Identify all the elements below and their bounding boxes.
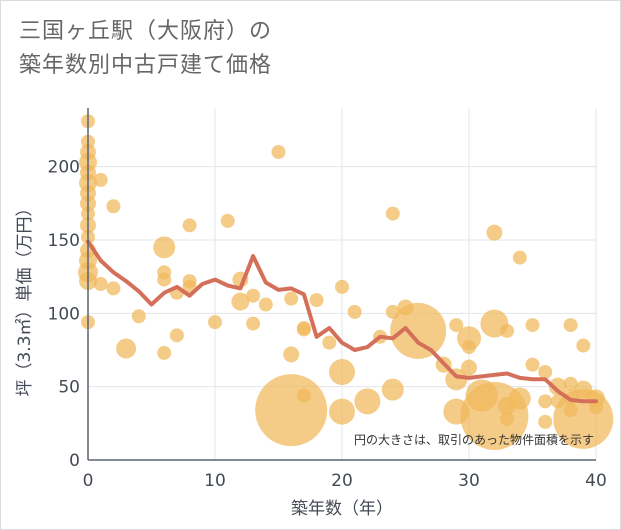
bubble-point: [381, 378, 404, 401]
bubble-point: [258, 297, 273, 312]
bubble-point: [449, 318, 464, 333]
x-tick-label: 20: [331, 471, 353, 491]
bubble-point: [563, 318, 578, 333]
x-axis-label: 築年数（年）: [291, 499, 393, 519]
bubble-point: [106, 281, 121, 296]
bubble-point: [309, 293, 324, 308]
bubble-point: [131, 309, 146, 324]
bubble-layer: [78, 114, 614, 450]
bubble-point: [538, 365, 553, 379]
x-tick-label: 0: [83, 471, 94, 491]
bubble-point: [390, 302, 447, 359]
bubble-point: [220, 213, 235, 228]
y-tick-label: 200: [48, 158, 80, 178]
trend-line-layer: [86, 239, 598, 404]
bubble-point: [538, 414, 553, 429]
bubble-point: [354, 388, 381, 415]
bubble-point: [347, 304, 362, 319]
y-axis-label: 坪（3.3㎡）単価（万円）: [15, 199, 35, 396]
bubble-point: [335, 279, 349, 294]
tick-labels: 0 10 20 30 40 0 50 100 150 200: [48, 158, 607, 491]
bubble-point: [283, 346, 300, 363]
bubble-point: [486, 224, 503, 241]
chart-title-line1: 三国ヶ丘駅（大阪府）の: [19, 19, 273, 44]
grid-lines: [88, 108, 597, 460]
bubble-point: [589, 400, 603, 415]
bubble-point: [271, 145, 286, 159]
bubble-point: [563, 376, 578, 391]
bubble-point: [500, 411, 515, 426]
bubble-point: [512, 250, 527, 265]
size-annotation: 円の大きさは、取引のあった物件面積を示す: [354, 432, 594, 447]
bubble-point: [93, 172, 108, 187]
bubble-point: [508, 387, 531, 410]
bubble-point: [157, 345, 172, 360]
bubble-point: [106, 199, 121, 214]
bubble-point: [208, 315, 222, 330]
bubble-point: [231, 292, 250, 311]
bubble-point: [255, 374, 328, 447]
y-tick-label: 100: [48, 304, 80, 324]
bubble-point: [322, 335, 337, 350]
bubble-point: [182, 218, 197, 233]
x-tick-label: 30: [458, 471, 480, 491]
trend-line: [86, 239, 598, 404]
bubble-point: [576, 338, 591, 353]
y-tick-label: 50: [58, 378, 80, 398]
bubble-point: [169, 328, 184, 343]
bubble-point: [461, 359, 477, 376]
bubble-point: [385, 206, 400, 221]
bubble-point: [246, 316, 261, 331]
bubble-point: [157, 272, 172, 287]
chart-title: 三国ヶ丘駅（大阪府）の 築年数別中古戸建て価格: [19, 15, 419, 83]
bubble-point: [525, 357, 540, 372]
y-tick-label: 0: [69, 451, 80, 471]
bubble-point: [329, 398, 355, 425]
y-tick-label: 150: [48, 231, 80, 251]
bubble-point: [153, 236, 176, 259]
bubble-point: [538, 394, 553, 409]
x-tick-label: 10: [204, 471, 226, 491]
x-tick-label: 40: [585, 471, 607, 491]
bubble-point: [329, 359, 355, 385]
chart-title-line2: 築年数別中古戸建て価格: [19, 53, 273, 78]
bubble-point: [525, 318, 540, 333]
bubble-point: [116, 338, 137, 359]
bubble-point: [500, 323, 515, 338]
bubble-point: [296, 322, 311, 337]
bubble-point: [284, 291, 299, 306]
bubble-point: [93, 277, 108, 291]
bubble-point: [296, 388, 311, 403]
bubble-point: [548, 377, 567, 396]
axes: [87, 108, 596, 461]
bubble-point: [462, 340, 476, 355]
bubble-point: [246, 288, 261, 303]
bubble-point: [445, 368, 468, 391]
